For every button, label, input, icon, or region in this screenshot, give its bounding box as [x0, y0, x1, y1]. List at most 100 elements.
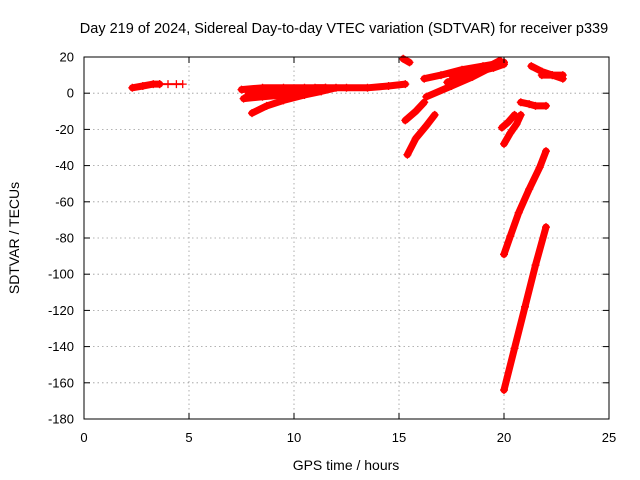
data-point: [290, 85, 298, 94]
data-point: [252, 87, 261, 96]
x-tick-label: 5: [185, 430, 192, 445]
x-axis-label: GPS time / hours: [293, 457, 400, 473]
y-tick-label: -20: [55, 122, 74, 137]
data-point: [497, 123, 506, 132]
data-point: [243, 91, 252, 99]
data-point: [401, 80, 410, 89]
data-point: [128, 83, 137, 92]
x-tick-label: 0: [80, 430, 87, 445]
data-point: [317, 87, 326, 96]
data-point: [474, 67, 483, 76]
y-tick-label: -60: [55, 194, 74, 209]
y-tick-label: 0: [67, 86, 74, 101]
data-point: [422, 121, 431, 130]
y-tick-label: -80: [55, 231, 74, 246]
data-point: [548, 71, 557, 80]
series-line: [500, 111, 525, 148]
y-axis: -180 -160 -140 -120 -100 -80 -60 -40 -20 0 20: [48, 50, 74, 427]
data-point: [155, 80, 164, 89]
x-tick-label: 20: [497, 430, 511, 445]
data-point: [420, 74, 429, 83]
y-tick-label: -180: [48, 412, 74, 427]
data-point: [411, 107, 420, 116]
data-point: [535, 163, 544, 172]
series-track-e: [248, 83, 340, 118]
data-point: [500, 250, 508, 259]
data-point: [401, 116, 410, 125]
series-line: [500, 147, 550, 258]
data-point: [164, 80, 172, 89]
data-point: [531, 261, 540, 270]
data-point: [506, 232, 515, 241]
data-point: [504, 118, 513, 127]
data-point: [500, 386, 508, 394]
data-layer: [128, 54, 567, 394]
y-tick-label: -160: [48, 375, 74, 390]
axis-ticks: [83, 56, 610, 420]
series-track-a2: [155, 80, 187, 89]
series-line: [403, 111, 439, 159]
series-track-n: [500, 110, 525, 148]
series-track-o: [516, 98, 550, 110]
data-point: [430, 110, 439, 119]
data-point: [525, 100, 534, 109]
data-point: [558, 71, 567, 80]
data-point: [542, 223, 550, 232]
data-point: [489, 63, 498, 72]
data-point: [510, 344, 519, 353]
series-line: [517, 98, 550, 110]
data-point: [269, 87, 277, 96]
data-point: [542, 101, 550, 110]
data-point: [506, 129, 515, 137]
y-tick-label: -120: [48, 303, 74, 318]
data-point: [279, 96, 288, 105]
data-point: [239, 94, 248, 103]
series-track-q: [537, 71, 567, 80]
data-point: [443, 78, 452, 87]
data-point: [527, 62, 536, 71]
series-track-g: [401, 98, 429, 125]
data-point: [531, 101, 540, 110]
data-point: [237, 85, 246, 94]
x-tick-label: 10: [287, 430, 301, 445]
data-point: [437, 71, 445, 80]
data-point: [405, 58, 414, 67]
data-point: [403, 150, 412, 159]
y-tick-label: 20: [60, 50, 74, 65]
data-point: [525, 185, 534, 194]
data-point: [512, 120, 521, 128]
data-point: [420, 98, 429, 107]
y-tick-label: -100: [48, 267, 74, 282]
data-point: [262, 101, 271, 110]
data-point: [332, 83, 340, 92]
data-point: [514, 208, 523, 217]
data-point: [542, 147, 550, 156]
x-tick-label: 25: [602, 430, 616, 445]
data-point: [516, 110, 525, 119]
data-point: [537, 71, 546, 80]
data-point: [422, 92, 431, 101]
x-axis: 0 5 10 15 20 25: [80, 430, 616, 445]
chart-title: Day 219 of 2024, Sidereal Day-to-day VTE…: [80, 21, 608, 37]
x-tick-label: 15: [392, 430, 406, 445]
data-point: [138, 82, 147, 90]
data-point: [411, 134, 420, 143]
y-axis-label: SDTVAR / TECUs: [6, 182, 22, 294]
data-point: [363, 83, 372, 92]
series-track-r: [500, 147, 550, 259]
data-point: [516, 98, 525, 107]
data-point: [521, 302, 529, 311]
data-point: [458, 72, 466, 81]
grid: [84, 57, 609, 419]
data-point: [300, 91, 309, 99]
data-point: [178, 80, 187, 89]
y-tick-label: -40: [55, 158, 74, 173]
data-point: [384, 82, 393, 90]
series-track-h: [403, 110, 439, 159]
series-track-f: [399, 54, 414, 67]
series-track-s: [500, 223, 550, 394]
data-point: [500, 139, 508, 148]
data-point: [248, 109, 256, 118]
